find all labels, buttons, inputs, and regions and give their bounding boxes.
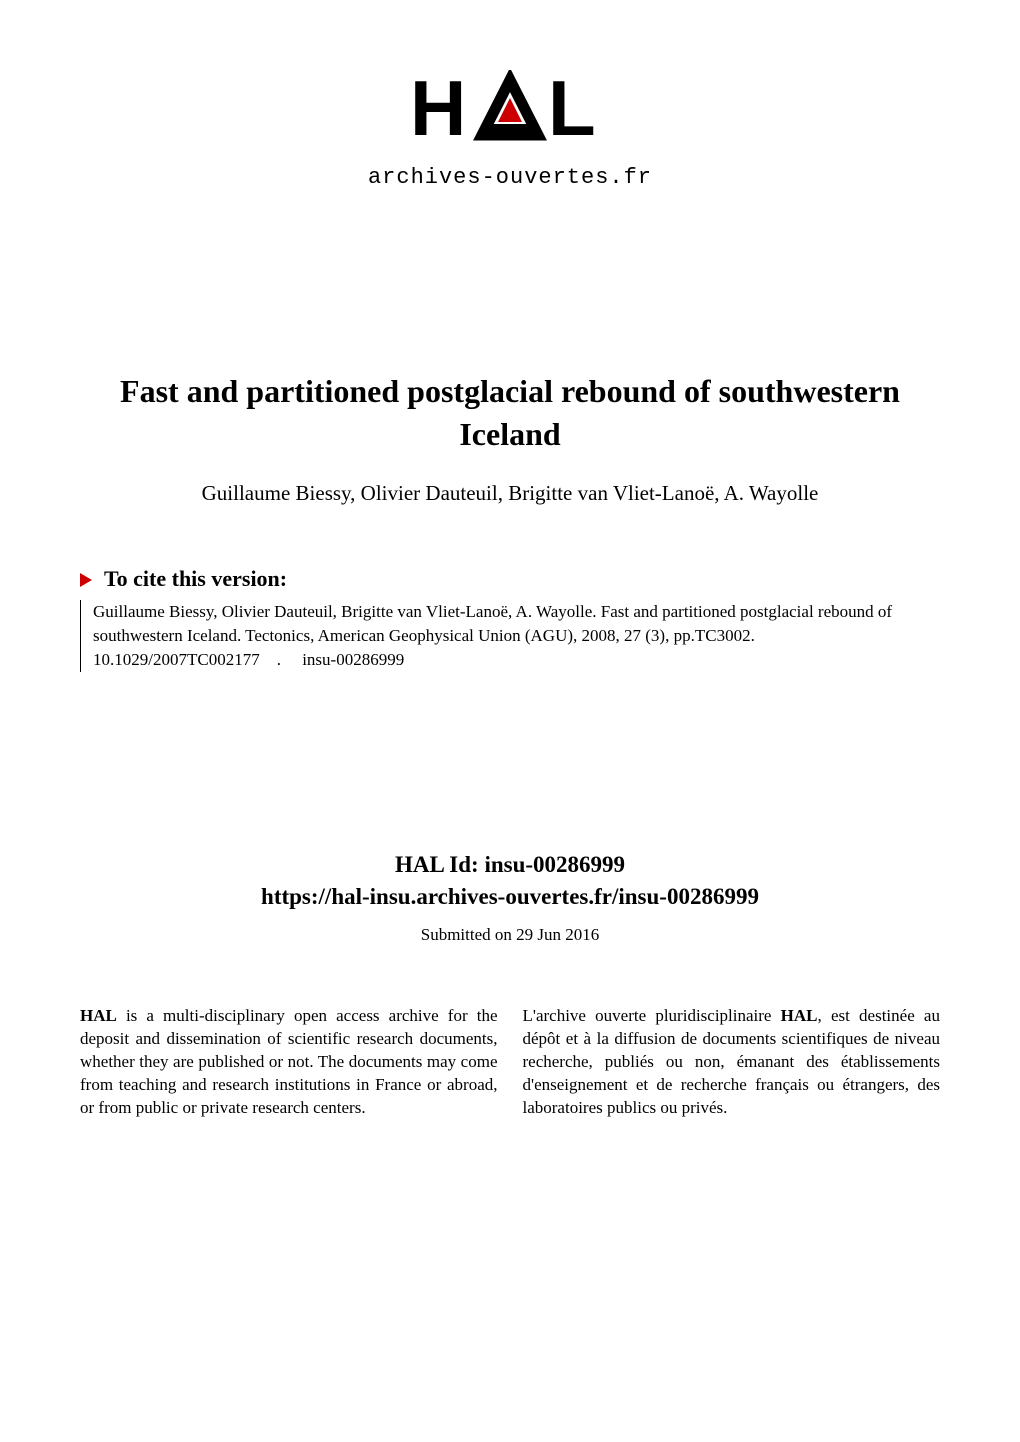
description-right-prefix: L'archive ouverte pluridisciplinaire [523, 1006, 781, 1025]
logo-block: H L archives-ouvertes.fr [368, 70, 652, 190]
logo-letters: H L [368, 70, 652, 173]
hal-id-section: HAL Id: insu-00286999 https://hal-insu.a… [80, 852, 940, 1120]
cite-heading: To cite this version: [104, 566, 287, 591]
hal-bold-left: HAL [80, 1006, 117, 1025]
title-section: Fast and partitioned postglacial rebound… [80, 370, 940, 456]
cite-marker-icon [80, 573, 100, 592]
hal-id-label: HAL Id: insu-00286999 [80, 852, 940, 878]
description-right: L'archive ouverte pluridisciplinaire HAL… [523, 1005, 941, 1120]
hal-logo: H L archives-ouvertes.fr [80, 70, 940, 190]
paper-title: Fast and partitioned postglacial rebound… [80, 370, 940, 456]
hal-url[interactable]: https://hal-insu.archives-ouvertes.fr/in… [80, 884, 940, 910]
cite-section: To cite this version: Guillaume Biessy, … [80, 566, 940, 671]
submitted-date: Submitted on 29 Jun 2016 [80, 925, 940, 945]
description-left-text: is a multi-disciplinary open access arch… [80, 1006, 498, 1117]
triangle-icon [80, 573, 92, 587]
description-left: HAL is a multi-disciplinary open access … [80, 1005, 498, 1120]
hal-bold-right: HAL [781, 1006, 818, 1025]
citation-text: Guillaume Biessy, Olivier Dauteuil, Brig… [80, 600, 940, 671]
svg-text:H: H [410, 70, 464, 152]
logo-subtitle: archives-ouvertes.fr [368, 165, 652, 190]
description-columns: HAL is a multi-disciplinary open access … [80, 1005, 940, 1120]
svg-text:L: L [548, 70, 594, 152]
hal-logo-svg: H L [410, 70, 610, 155]
authors-line: Guillaume Biessy, Olivier Dauteuil, Brig… [80, 481, 940, 506]
